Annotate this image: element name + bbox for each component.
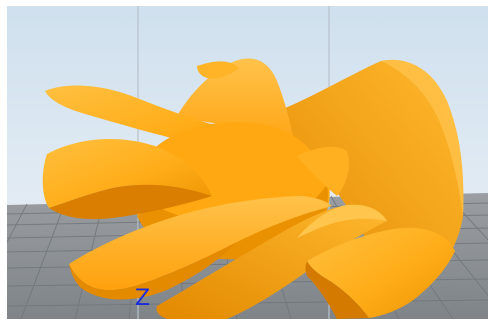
viewport-scene [7, 6, 488, 319]
blade-left-wide [42, 139, 213, 208]
impeller-model [42, 58, 464, 319]
blade-front-left-shade [69, 242, 237, 300]
blade-right-back-edge [381, 59, 464, 217]
blade-left-wide-underside [49, 184, 212, 220]
blade-front-left [69, 196, 332, 291]
blade-right-front [307, 227, 455, 318]
blade-right-front-shade [305, 261, 369, 319]
3d-viewport[interactable]: Z [7, 6, 488, 319]
blade-mid-right [297, 146, 349, 196]
blade-top-tip [197, 61, 239, 79]
blade-front-center-edge [297, 204, 387, 238]
blade-front-center [156, 204, 387, 319]
